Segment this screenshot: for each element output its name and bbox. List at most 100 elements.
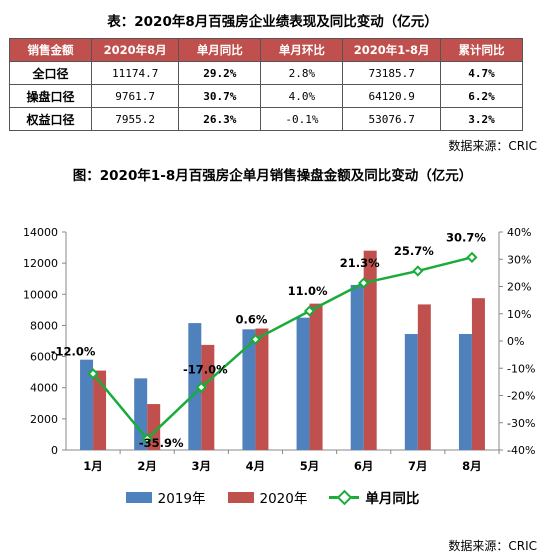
- left-tick-label: 10000: [23, 288, 58, 301]
- header-cell: 2020年1-8月: [342, 38, 441, 62]
- table-row: 操盘口径 9761.7 30.7% 4.0% 64120.9 6.2%: [8, 84, 524, 108]
- sales-chart: 0 2000 4000 6000 8000 10000 12000 14000 -40% -30%…: [23, 226, 535, 473]
- legend-item-yoy: 单月同比: [329, 487, 419, 507]
- yoy-point: [303, 305, 316, 317]
- bar-2020: [255, 328, 269, 450]
- table-cell: 2.8%: [260, 61, 344, 85]
- yoy-data-label: -12.0%: [51, 345, 96, 359]
- table-cell: 73185.7: [342, 61, 441, 85]
- yoy-point: [195, 381, 207, 393]
- bar-2019: [458, 333, 472, 450]
- bar-2019: [188, 323, 202, 450]
- x-tick-label: 8月: [462, 459, 482, 473]
- right-tick-label: -30%: [507, 417, 535, 430]
- table-header-row: 销售金额 2020年8月 单月同比 单月环比 2020年1-8月 累计同比: [8, 38, 524, 62]
- left-tick-label: 8000: [30, 319, 58, 332]
- bar-2020: [471, 298, 485, 450]
- right-tick-label: 10%: [507, 308, 531, 321]
- yoy-data-label: 0.6%: [235, 312, 267, 326]
- left-tick-label: 2000: [30, 413, 58, 426]
- x-tick-label: 5月: [300, 459, 320, 473]
- row-label: 权益口径: [8, 107, 93, 131]
- row-label: 操盘口径: [8, 84, 93, 108]
- right-tick-label: -10%: [507, 362, 535, 375]
- bar-2019: [134, 378, 148, 450]
- table-cell: 64120.9: [342, 84, 441, 108]
- legend-item-2020: 2020年: [227, 487, 308, 507]
- table-cell: 6.2%: [439, 84, 524, 108]
- right-tick-label: 20%: [507, 281, 531, 294]
- x-tick-label: 6月: [354, 459, 374, 473]
- table-cell: 3.2%: [439, 107, 524, 131]
- row-label: 全口径: [8, 61, 93, 85]
- table-cell: -0.1%: [260, 107, 344, 131]
- bar-2019: [404, 333, 418, 450]
- chart-source: 数据来源：CRIC: [448, 539, 537, 553]
- yoy-point: [249, 333, 262, 345]
- yoy-data-label: 30.7%: [446, 230, 486, 244]
- table-cell: 30.7%: [178, 84, 262, 108]
- header-cell: 2020年8月: [91, 38, 180, 62]
- right-tick-label: -20%: [507, 390, 535, 403]
- legend-line-marker-icon: [329, 490, 360, 504]
- yoy-line: [92, 256, 473, 441]
- table-cell: 29.2%: [178, 61, 262, 85]
- bar-2019: [350, 284, 364, 450]
- legend-label: 2020年: [259, 491, 308, 507]
- x-tick-label: 2月: [137, 459, 157, 473]
- yoy-data-label: -17.0%: [183, 362, 228, 376]
- header-cell: 销售金额: [8, 38, 93, 62]
- legend-swatch-2019: [125, 491, 152, 503]
- yoy-point: [466, 251, 478, 263]
- table-cell: 26.3%: [178, 107, 262, 131]
- table-cell: 11174.7: [91, 61, 180, 85]
- table-row: 权益口径 7955.2 26.3% -0.1% 53076.7 3.2%: [8, 107, 524, 131]
- right-tick-label: 40%: [507, 226, 531, 239]
- table-source: 数据来源：CRIC: [448, 139, 537, 153]
- right-tick-label: 0%: [507, 335, 524, 348]
- header-cell: 累计同比: [439, 38, 524, 62]
- yoy-data-label: 21.3%: [340, 256, 380, 270]
- bar-2019: [80, 359, 94, 450]
- legend-label: 2019年: [157, 491, 206, 507]
- x-tick-label: 1月: [83, 459, 103, 473]
- yoy-data-label: 25.7%: [394, 244, 434, 258]
- legend-item-2019: 2019年: [125, 487, 206, 507]
- x-tick-label: 4月: [246, 459, 266, 473]
- yoy-point: [358, 277, 370, 289]
- header-cell: 单月环比: [260, 38, 344, 62]
- left-tick-label: 14000: [23, 226, 58, 239]
- chart-legend: 2019年 2020年 单月同比: [0, 487, 545, 507]
- sales-table: 销售金额 2020年8月 单月同比 单月环比 2020年1-8月 累计同比 全口…: [8, 38, 524, 131]
- x-tick-label: 7月: [408, 459, 428, 473]
- legend-label: 单月同比: [365, 491, 420, 507]
- table-cell: 4.7%: [439, 61, 524, 85]
- yoy-data-label: -35.9%: [139, 436, 184, 450]
- left-tick-label: 12000: [23, 257, 58, 270]
- bar-2019: [296, 317, 310, 450]
- table-title: 表：2020年8月百强房企业绩表现及同比变动（亿元）: [107, 14, 438, 30]
- left-tick-label: 6000: [30, 351, 58, 364]
- yoy-point: [141, 433, 153, 445]
- table-cell: 9761.7: [91, 84, 180, 108]
- header-cell: 单月同比: [178, 38, 262, 62]
- left-tick-label: 0: [51, 444, 58, 457]
- table-cell: 7955.2: [91, 107, 180, 131]
- bar-2020: [93, 370, 107, 450]
- legend-swatch-2020: [227, 491, 254, 503]
- yoy-data-label: 11.0%: [288, 284, 328, 298]
- bar-2020: [309, 303, 323, 450]
- table-cell: 53076.7: [342, 107, 441, 131]
- table-cell: 4.0%: [260, 84, 344, 108]
- x-tick-label: 3月: [192, 459, 212, 473]
- chart-title: 图：2020年1-8月百强房企单月销售操盘金额及同比变动（亿元）: [72, 168, 473, 184]
- bar-2020: [363, 250, 377, 450]
- right-tick-label: -40%: [507, 444, 535, 457]
- bar-2019: [242, 329, 256, 450]
- left-tick-label: 4000: [30, 382, 58, 395]
- right-tick-label: 30%: [507, 253, 531, 266]
- table-row: 全口径 11174.7 29.2% 2.8% 73185.7 4.7%: [8, 61, 524, 85]
- bar-2020: [201, 344, 215, 450]
- yoy-point: [87, 368, 99, 380]
- yoy-point: [412, 265, 424, 277]
